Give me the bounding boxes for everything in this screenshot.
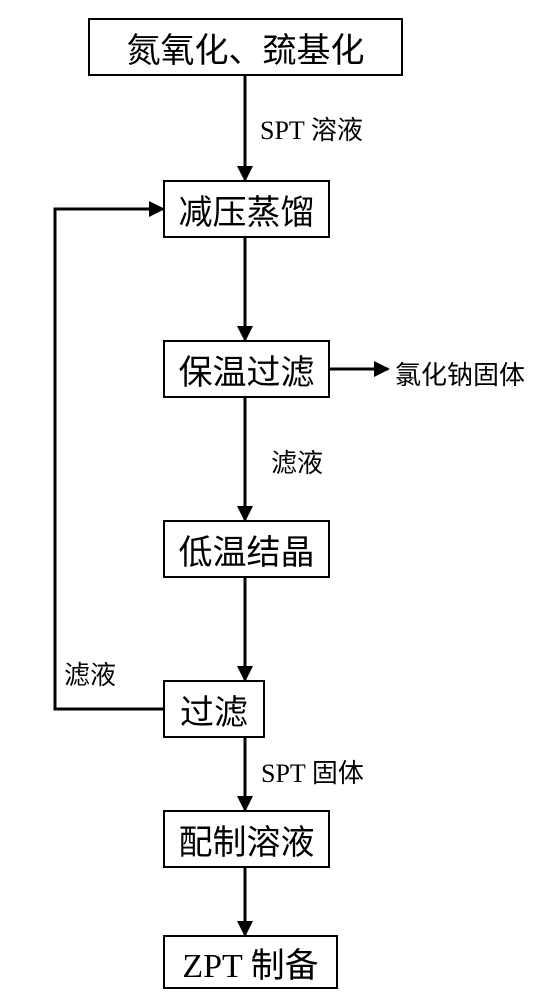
node-label: 减压蒸馏 — [179, 185, 315, 234]
node-label: ZPT 制备 — [182, 938, 318, 987]
edge-label-spt-solid: SPT 固体 — [261, 753, 364, 790]
node-label: 低温结晶 — [179, 525, 315, 574]
node-zpt-preparation: ZPT 制备 — [163, 935, 338, 989]
edge-label-spt-solution: SPT 溶液 — [260, 110, 363, 147]
node-prepare-solution: 配制溶液 — [163, 810, 330, 868]
node-label: 配制溶液 — [179, 815, 315, 864]
node-nitrogen-oxidation-thiolation: 氮氧化、巯基化 — [88, 18, 403, 76]
node-label: 过滤 — [180, 685, 248, 734]
node-low-temp-crystallization: 低温结晶 — [163, 520, 330, 578]
node-filtration: 过滤 — [163, 680, 265, 738]
edge-label-filtrate-1: 滤液 — [271, 443, 323, 480]
edge-label-filtrate-2: 滤液 — [64, 655, 116, 692]
node-label: 氮氧化、巯基化 — [127, 23, 365, 72]
node-insulated-filtration: 保温过滤 — [163, 340, 330, 398]
node-vacuum-distillation: 减压蒸馏 — [163, 180, 330, 238]
node-label: 保温过滤 — [179, 345, 315, 394]
edge-label-nacl-solid: 氯化钠固体 — [395, 355, 525, 392]
flowchart-canvas: 氮氧化、巯基化 减压蒸馏 保温过滤 低温结晶 过滤 配制溶液 ZPT 制备 SP… — [0, 0, 540, 1000]
